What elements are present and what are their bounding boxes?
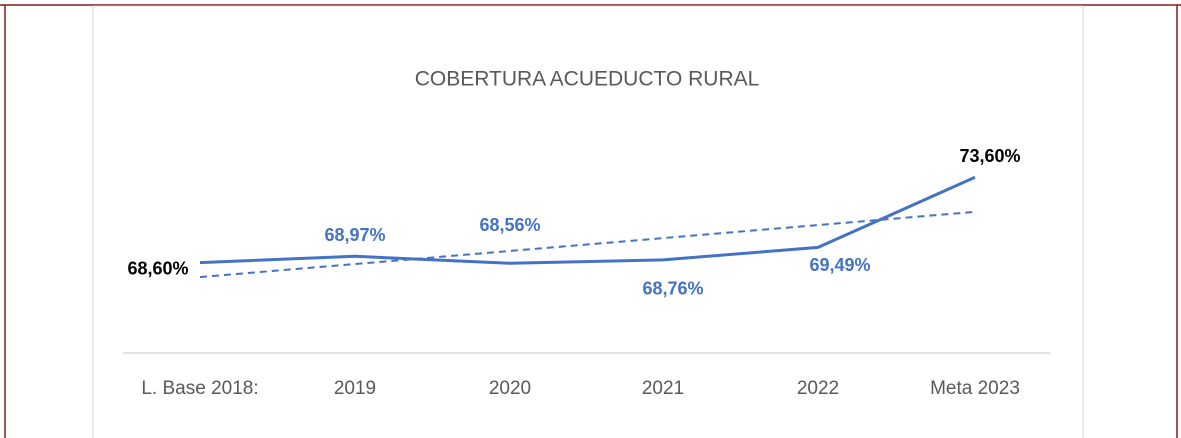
data-label: 68,60% xyxy=(127,258,188,278)
x-tick-label: 2020 xyxy=(489,378,531,399)
trendline xyxy=(199,210,976,279)
x-tick-label: Meta 2023 xyxy=(930,378,1020,399)
series-line xyxy=(199,175,976,265)
chart-area xyxy=(92,5,1084,438)
data-label: 69,49% xyxy=(809,255,870,275)
x-tick-label: 2021 xyxy=(642,378,684,399)
x-tick-label: 2019 xyxy=(334,378,376,399)
x-tick-label: 2022 xyxy=(797,378,839,399)
chart-title: COBERTURA ACUEDUCTO RURAL xyxy=(415,68,760,91)
data-label: 68,97% xyxy=(324,225,385,245)
data-label: 68,56% xyxy=(479,215,540,235)
data-label: 73,60% xyxy=(959,146,1020,166)
data-label: 68,76% xyxy=(642,279,703,299)
x-tick-label: L. Base 2018: xyxy=(141,378,258,399)
